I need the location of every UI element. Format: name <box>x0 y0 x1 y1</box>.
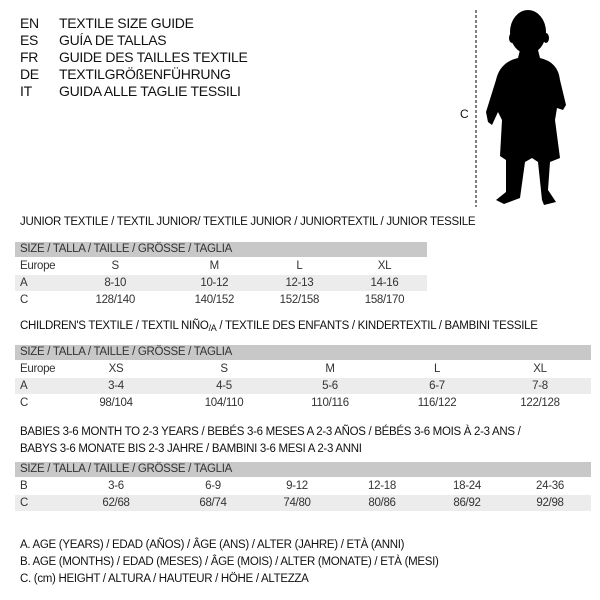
cell: 92/98 <box>536 497 564 509</box>
cell: M <box>209 260 220 272</box>
child-silhouette-icon <box>486 10 566 205</box>
cell: 98/104 <box>99 397 133 409</box>
row-label: A <box>20 380 28 392</box>
cell: 6-7 <box>429 380 445 392</box>
legend-c: C. (cm) HEIGHT / ALTURA / HAUTEUR / HÖHE… <box>20 573 309 585</box>
title-es: ES GUÍA DE TALLAS <box>20 32 167 49</box>
child-silhouette-figure <box>475 10 566 207</box>
title-fr: FR GUIDE DES TAILLES TEXTILE <box>20 49 248 66</box>
children-size-table: SIZE / TALLA / TAILLE / GRÖSSE / TAGLIA … <box>15 345 591 411</box>
cell: 116/122 <box>417 397 457 409</box>
cell: L <box>433 363 441 375</box>
cell: L <box>296 260 303 272</box>
lang-code: ES <box>20 32 39 48</box>
title-de: DE TEXTILGRÖßENFÜHRUNG <box>20 66 231 83</box>
table-row: A 3-4 4-5 5-6 6-7 7-8 <box>15 378 591 394</box>
row-label: A <box>20 277 28 289</box>
junior-size-table: SIZE / TALLA / TAILLE / GRÖSSE / TAGLIA … <box>15 242 427 308</box>
cell: XS <box>108 363 124 375</box>
cell: 14-16 <box>370 277 399 289</box>
cell: 140/152 <box>194 294 235 306</box>
table-row: C 98/104 104/110 110/116 116/122 122/128 <box>15 395 591 411</box>
title-subscript: /A <box>208 323 217 333</box>
children-section-title: CHILDREN'S TEXTILE / TEXTIL NIÑO/A / TEX… <box>20 318 538 337</box>
table-row: C 62/68 68/74 74/80 80/86 86/92 92/98 <box>15 495 591 511</box>
row-label: Europe <box>20 260 56 272</box>
table-header: SIZE / TALLA / TAILLE / GRÖSSE / TAGLIA <box>15 242 427 257</box>
lang-code: EN <box>20 15 39 31</box>
legend-b: B. AGE (MONTHS) / EDAD (MESES) / ÂGE (MO… <box>20 556 439 568</box>
table-header: SIZE / TALLA / TAILLE / GRÖSSE / TAGLIA <box>15 462 591 477</box>
title-part: / TEXTILE DES ENFANTS / KINDERTEXTIL / B… <box>216 320 538 332</box>
babies-size-table: SIZE / TALLA / TAILLE / GRÖSSE / TAGLIA … <box>15 462 591 511</box>
row-label: Europe <box>20 363 56 375</box>
title-text: GUIDE DES TAILLES TEXTILE <box>59 49 248 65</box>
cell: 86/92 <box>453 497 481 509</box>
cell: 158/170 <box>364 294 405 306</box>
cell: S <box>220 363 228 375</box>
cell: 80/86 <box>368 497 396 509</box>
title-text: TEXTILE SIZE GUIDE <box>59 15 194 31</box>
cell: 104/110 <box>204 397 244 409</box>
title-part: CHILDREN'S TEXTILE / TEXTIL NIÑO <box>20 320 209 332</box>
cell: S <box>111 260 120 272</box>
cell: 3-4 <box>108 380 124 392</box>
cell: M <box>325 363 335 375</box>
lang-code: DE <box>20 66 39 82</box>
table-row: Europe S M L XL <box>15 258 427 274</box>
cell: 152/158 <box>279 294 320 306</box>
cell: 8-10 <box>104 277 127 289</box>
row-label: C <box>20 294 29 306</box>
babies-section-title-line2: BABYS 3-6 MONATE BIS 2-3 JAHRE / BAMBINI… <box>20 443 362 455</box>
title-text: GUIDA ALLE TAGLIE TESSILI <box>59 83 241 99</box>
title-en: EN TEXTILE SIZE GUIDE <box>20 15 194 32</box>
row-label: B <box>20 480 28 492</box>
title-it: IT GUIDA ALLE TAGLIE TESSILI <box>20 83 241 100</box>
cell: 9-12 <box>286 480 308 492</box>
babies-section-title-line1: BABIES 3-6 MONTH TO 2-3 YEARS / BEBÉS 3-… <box>20 426 521 438</box>
cell: 122/128 <box>520 397 560 409</box>
cell: 6-9 <box>205 480 221 492</box>
row-label: C <box>20 497 29 509</box>
cell: 5-6 <box>322 380 338 392</box>
table-row: C 128/140 140/152 152/158 158/170 <box>15 292 427 308</box>
legend-a: A. AGE (YEARS) / EDAD (AÑOS) / ÂGE (ANS)… <box>20 539 405 551</box>
cell: 12-13 <box>285 277 314 289</box>
junior-section-title: JUNIOR TEXTILE / TEXTIL JUNIOR/ TEXTILE … <box>20 216 476 228</box>
cell: 110/116 <box>311 397 349 409</box>
table-row: B 3-6 6-9 9-12 12-18 18-24 24-36 <box>15 478 591 494</box>
cell: 4-5 <box>216 380 232 392</box>
table-header: SIZE / TALLA / TAILLE / GRÖSSE / TAGLIA <box>15 345 591 360</box>
cell: 68/74 <box>199 497 227 509</box>
height-measure-label: C <box>460 107 469 121</box>
cell: 24-36 <box>536 480 564 492</box>
cell: 128/140 <box>95 294 135 306</box>
cell: 62/68 <box>102 497 130 509</box>
cell: 18-24 <box>453 480 481 492</box>
title-text: GUÍA DE TALLAS <box>59 32 167 48</box>
lang-code: IT <box>20 83 32 99</box>
cell: XL <box>533 363 547 375</box>
row-label: C <box>20 397 29 409</box>
cell: 3-6 <box>108 480 124 492</box>
table-row: A 8-10 10-12 12-13 14-16 <box>15 275 427 291</box>
cell: 12-18 <box>368 480 396 492</box>
cell: XL <box>377 260 392 272</box>
cell: 74/80 <box>283 497 311 509</box>
cell: 10-12 <box>200 277 229 289</box>
title-text: TEXTILGRÖßENFÜHRUNG <box>59 66 231 82</box>
table-row: Europe XS S M L XL <box>15 361 591 377</box>
lang-code: FR <box>20 49 39 65</box>
cell: 7-8 <box>532 380 548 392</box>
